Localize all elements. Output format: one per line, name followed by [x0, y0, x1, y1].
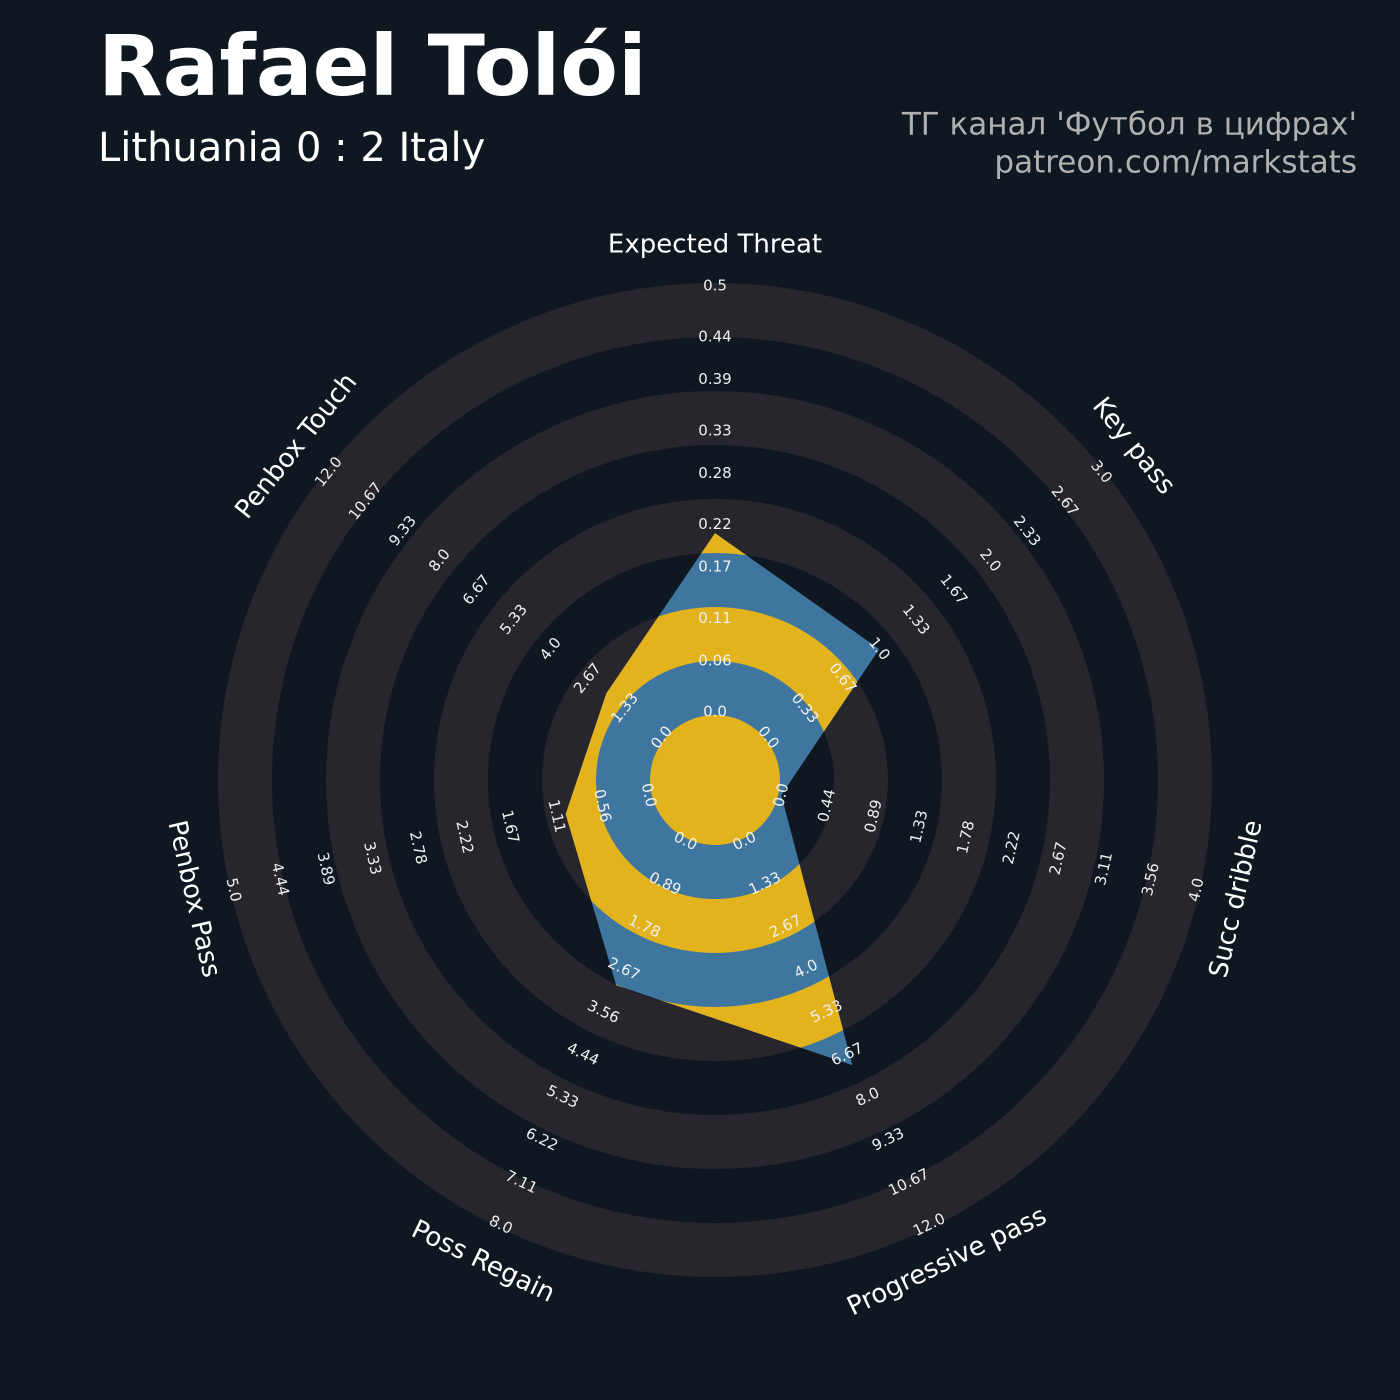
tick-label: 2.78 [406, 829, 431, 866]
tick-label: 0.28 [698, 464, 731, 482]
center-disc [650, 715, 780, 845]
chart-subtitle: Lithuania 0 : 2 Italy [98, 125, 485, 171]
param-label: Succ dribble [1204, 817, 1269, 980]
tick-label: 0.33 [698, 421, 731, 439]
tick-label: 0.0 [638, 781, 661, 808]
tick-label: 0.39 [698, 370, 731, 388]
tick-label: 4.0 [536, 634, 565, 664]
param-label: Penbox Pass [161, 818, 226, 981]
tick-label: 0.11 [698, 609, 731, 627]
tick-label: 6.67 [459, 571, 494, 608]
tick-label: 0.17 [698, 558, 731, 576]
tick-label: 4.0 [1185, 876, 1208, 903]
tick-label: 0.0 [769, 781, 792, 808]
credit: ТГ канал 'Футбол в цифрах' [901, 107, 1357, 143]
tick-label: 1.67 [937, 571, 972, 608]
tick-label: 2.22 [999, 829, 1024, 866]
tick-label: 0.22 [698, 515, 731, 533]
tick-label: 0.5 [703, 277, 727, 295]
param-label: Expected Threat [608, 230, 822, 260]
tick-label: 0.0 [703, 703, 727, 721]
chart-title: Rafael Tolói [98, 17, 647, 115]
tick-label: 1.33 [906, 808, 931, 845]
tick-label: 1.67 [498, 808, 523, 845]
credit: patreon.com/markstats [994, 145, 1357, 181]
tick-label: 0.06 [698, 651, 731, 669]
tick-label: 0.44 [698, 328, 731, 346]
tick-label: 5.0 [222, 876, 245, 903]
tick-label: 4.44 [564, 1038, 602, 1069]
